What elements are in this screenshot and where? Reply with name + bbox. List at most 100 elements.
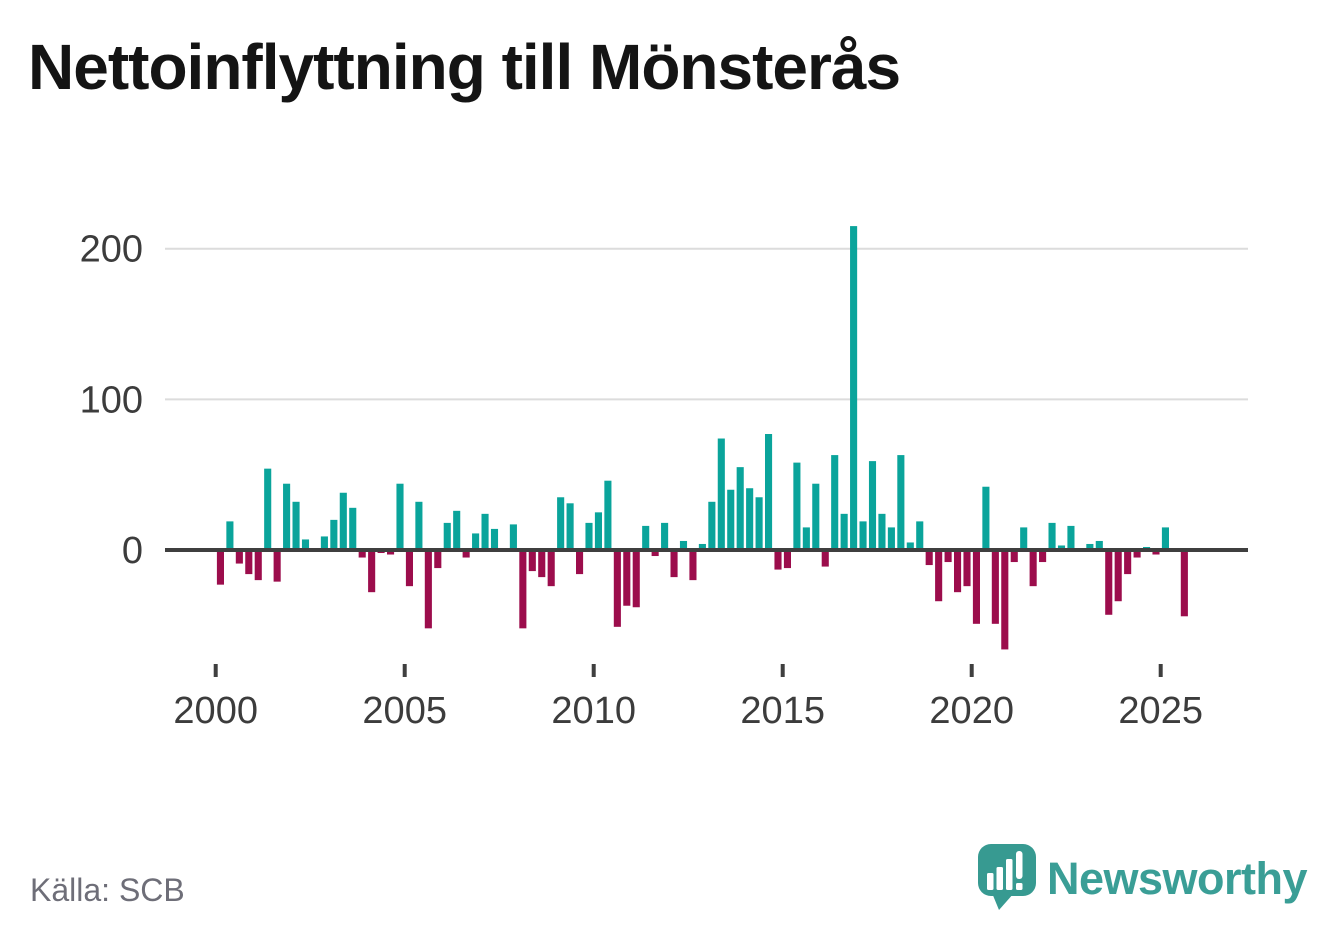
chart-title: Nettoinflyttning till Mönsterås: [28, 31, 901, 103]
bar-2009K3: [576, 550, 584, 575]
bar-2009K4: [585, 522, 593, 550]
y-axis-label-100: 100: [80, 379, 143, 421]
bar-2003K4: [358, 550, 366, 558]
bar-2022K1: [1048, 522, 1056, 550]
bar-2018K2: [906, 542, 914, 550]
bar-2007K1: [481, 513, 489, 550]
x-axis-label-2015: 2015: [740, 690, 825, 732]
y-axis-label-0: 0: [122, 530, 143, 572]
bar-2006K1: [443, 522, 451, 550]
bar-2004K4: [396, 483, 404, 550]
bar-2019K4: [963, 550, 971, 587]
bar-2019K1: [935, 550, 943, 602]
x-axis-label-2010: 2010: [551, 690, 636, 732]
x-axis-label-2005: 2005: [362, 690, 447, 732]
bar-2007K2: [490, 528, 499, 550]
bar-2020K4: [1001, 550, 1009, 650]
bar-2008K4: [547, 550, 555, 587]
bar-2024K4: [1152, 550, 1160, 555]
bar-2006K4: [472, 533, 480, 550]
bar-2005K4: [434, 550, 442, 569]
bar-2022K3: [1067, 525, 1075, 550]
bar-2000K4: [245, 550, 253, 575]
bar-2001K2: [264, 468, 272, 550]
bar-2015K2: [793, 462, 801, 550]
bar-2014K3: [765, 434, 773, 550]
bar-2003K1: [330, 519, 338, 550]
bar-2014K2: [755, 497, 763, 550]
bar-2015K4: [812, 483, 820, 550]
bar-2010K1: [594, 512, 602, 550]
bar-2012K2: [679, 540, 688, 550]
y-axis-label-200: 200: [80, 229, 143, 271]
bar-2022K2: [1057, 545, 1066, 550]
bar-2018K1: [897, 455, 905, 550]
bar-2019K2: [944, 550, 952, 563]
bar-2017K4: [887, 527, 895, 550]
bar-2008K2: [528, 550, 536, 572]
bar-2002K4: [320, 536, 328, 550]
bar-2010K4: [623, 550, 631, 606]
bar-2002K1: [292, 501, 300, 550]
bar-2008K1: [519, 550, 527, 629]
bar-2005K3: [424, 550, 432, 629]
bar-2015K3: [802, 527, 810, 550]
bar-2023K1: [1086, 543, 1094, 550]
bar-2015K1: [783, 550, 791, 569]
bar-2019K3: [954, 550, 962, 593]
bar-2011K2: [642, 525, 650, 550]
bar-2013K3: [727, 489, 735, 550]
bar-2000K3: [235, 550, 243, 564]
bar-2011K4: [661, 522, 669, 550]
bar-2017K2: [868, 461, 877, 550]
bar-2003K3: [349, 507, 357, 550]
bar-2010K3: [613, 550, 621, 627]
source-label: Källa: SCB: [30, 872, 185, 908]
bar-2006K2: [453, 510, 461, 550]
bar-2004K3: [387, 550, 395, 555]
bar-2024K2: [1133, 550, 1141, 558]
bar-2021K3: [1029, 550, 1037, 587]
bar-2014K4: [774, 550, 782, 570]
bar-2011K1: [632, 550, 640, 608]
bar-2017K1: [859, 521, 867, 550]
bar-2016K4: [850, 226, 858, 550]
bar-2016K3: [840, 513, 848, 550]
bar-2007K4: [509, 524, 517, 550]
bar-2012K3: [689, 550, 697, 581]
bar-2001K3: [273, 550, 281, 582]
bar-2006K3: [462, 550, 470, 558]
x-axis-label-2020: 2020: [929, 690, 1014, 732]
bar-2021K4: [1039, 550, 1047, 563]
bar-2010K2: [604, 480, 612, 550]
bar-2001K4: [283, 483, 291, 550]
bar-2025K1: [1161, 527, 1169, 550]
bar-2017K3: [878, 513, 886, 550]
bar-2003K2: [339, 492, 347, 550]
bar-2002K2: [301, 539, 310, 550]
bar-2023K4: [1114, 550, 1122, 602]
bar-2013K1: [708, 501, 716, 550]
bar-2009K2: [566, 503, 574, 550]
bar-2023K2: [1095, 540, 1103, 550]
newsworthy-logo-icon: [978, 844, 1036, 910]
bar-2001K1: [254, 550, 262, 581]
bar-2020K3: [991, 550, 999, 624]
bar-2013K2: [717, 438, 725, 550]
bar-2005K2: [415, 501, 423, 550]
bar-2020K1: [972, 550, 980, 624]
bar-2021K2: [1020, 527, 1028, 550]
bar-2023K3: [1105, 550, 1113, 615]
bar-2016K2: [831, 455, 839, 550]
newsworthy-logo-text: Newsworthy: [1047, 853, 1308, 904]
bar-2024K1: [1124, 550, 1132, 575]
bar-2018K3: [916, 521, 924, 550]
bar-2000K1: [216, 550, 224, 585]
bar-2020K2: [982, 486, 990, 550]
bar-2004K1: [368, 550, 376, 593]
bar-2005K1: [405, 550, 413, 587]
bar-2008K3: [538, 550, 546, 578]
bar-2000K2: [226, 521, 234, 550]
